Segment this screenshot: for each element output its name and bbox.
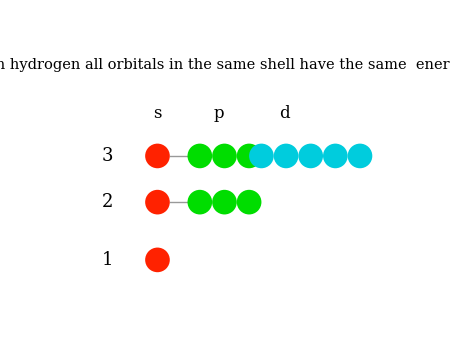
Circle shape <box>145 248 170 272</box>
Circle shape <box>298 144 323 168</box>
Circle shape <box>212 144 237 168</box>
Text: s: s <box>153 105 162 122</box>
Text: d: d <box>279 105 290 122</box>
Text: 2: 2 <box>102 193 113 211</box>
Circle shape <box>145 144 170 168</box>
Circle shape <box>237 190 261 214</box>
Circle shape <box>323 144 348 168</box>
Text: p: p <box>214 105 225 122</box>
Circle shape <box>237 144 261 168</box>
Circle shape <box>212 190 237 214</box>
Circle shape <box>249 144 274 168</box>
Circle shape <box>348 144 372 168</box>
Circle shape <box>188 144 212 168</box>
Text: 1: 1 <box>102 251 113 269</box>
Circle shape <box>188 190 212 214</box>
Text: In hydrogen all orbitals in the same shell have the same  energy:: In hydrogen all orbitals in the same she… <box>0 58 450 72</box>
Text: 3: 3 <box>102 147 113 165</box>
Circle shape <box>145 190 170 214</box>
Circle shape <box>274 144 298 168</box>
